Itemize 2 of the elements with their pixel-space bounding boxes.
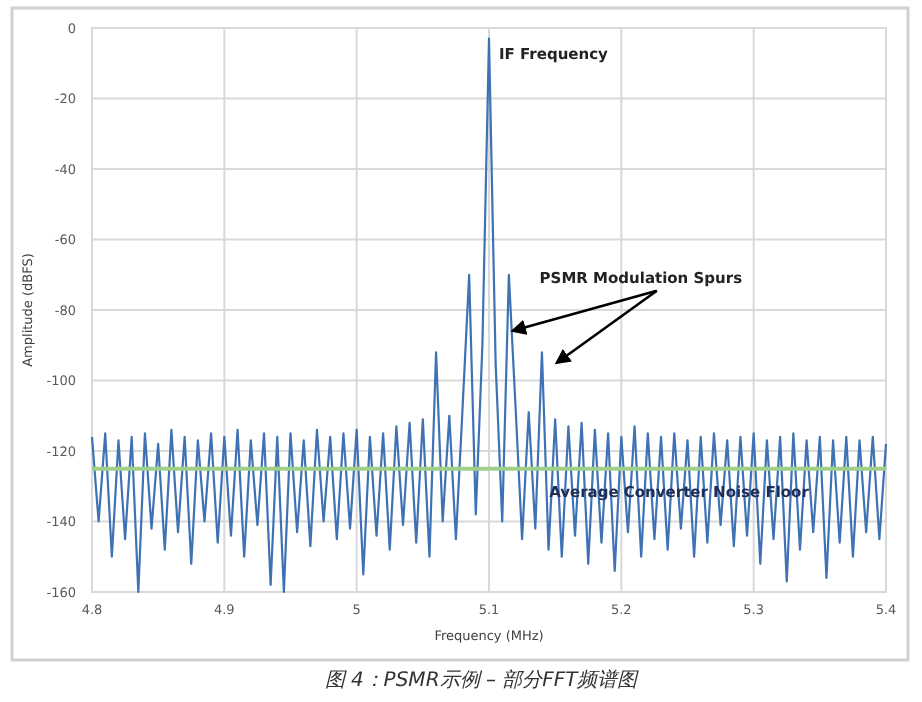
line-series <box>90 37 888 594</box>
caption: 图 4：PSMR示例 – 部分FFT频谱图 <box>324 668 640 692</box>
